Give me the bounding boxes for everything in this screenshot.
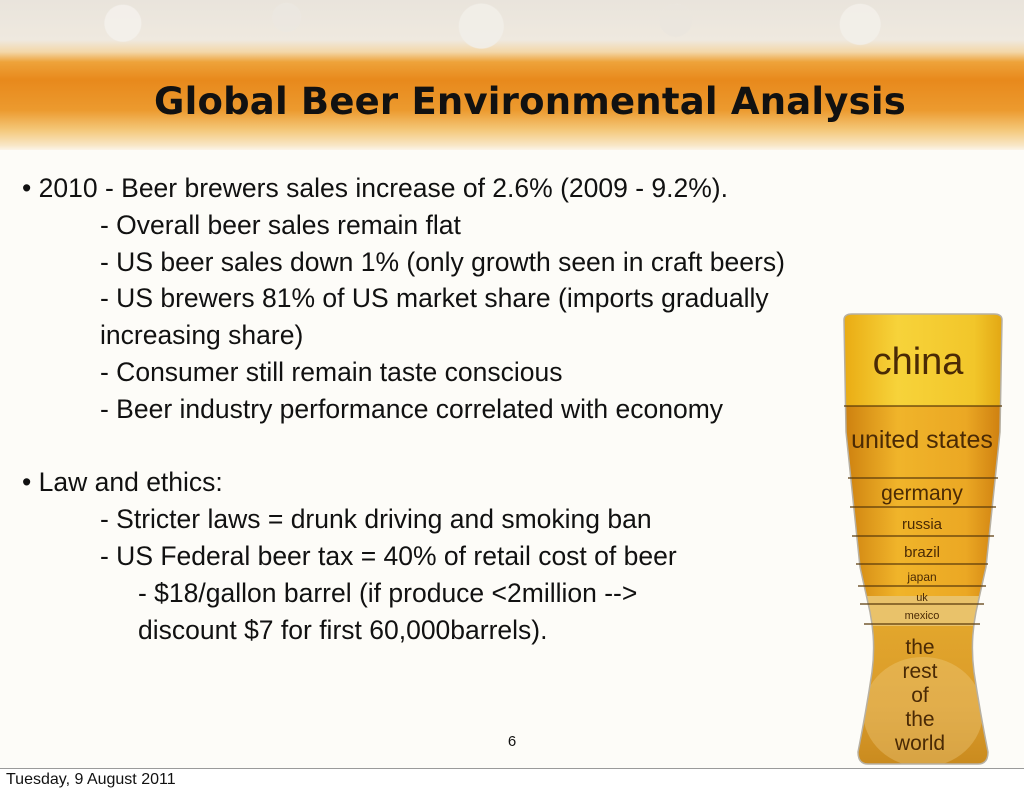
- beer-banner: [0, 0, 1024, 150]
- foam-texture: [0, 0, 1024, 58]
- glass-label-mexico: mexico: [905, 610, 940, 622]
- beer-glass-svg: china united states germany russia brazi…: [843, 313, 1003, 765]
- glass-label-brazil: brazil: [904, 544, 940, 561]
- bullet-line: - US beer sales down 1% (only growth see…: [100, 246, 785, 277]
- glass-segment-china: [844, 314, 1002, 406]
- bullet-line: - Stricter laws = drunk driving and smok…: [100, 504, 652, 535]
- glass-label-japan: japan: [906, 570, 936, 584]
- bullet-line: discount $7 for first 60,000barrels).: [138, 614, 548, 645]
- glass-label-of: of: [911, 684, 929, 707]
- bullet-line: - Consumer still remain taste conscious: [100, 356, 563, 387]
- slide: Global Beer Environmental Analysis • 201…: [0, 0, 1024, 767]
- glass-label-world: world: [894, 732, 945, 755]
- footer-date: Tuesday, 9 August 2011: [6, 771, 176, 788]
- glass-label-the-2: the: [905, 708, 934, 731]
- bullet-line: • Law and ethics:: [22, 467, 223, 498]
- slide-title: Global Beer Environmental Analysis: [154, 80, 906, 123]
- glass-label-rest: rest: [902, 660, 937, 683]
- glass-label-united-states: united states: [851, 426, 993, 454]
- bullet-spacer: [22, 428, 882, 465]
- bullet-line: • 2010 - Beer brewers sales increase of …: [22, 173, 728, 203]
- glass-label-germany: germany: [881, 482, 963, 505]
- slide-body: • 2010 - Beer brewers sales increase of …: [22, 170, 882, 648]
- page-number: 6: [507, 733, 517, 750]
- bullet-line: increasing share): [100, 320, 304, 351]
- glass-label-china: china: [873, 341, 965, 383]
- bullet-line: - Overall beer sales remain flat: [100, 209, 461, 240]
- glass-label-the: the: [905, 636, 934, 659]
- bullet-line: - US brewers 81% of US market share (imp…: [100, 283, 769, 314]
- footer-divider: [0, 768, 1024, 769]
- glass-segment-mid: [844, 478, 1002, 596]
- bullet-line: - $18/gallon barrel (if produce <2millio…: [138, 577, 638, 608]
- bullet-line: - US Federal beer tax = 40% of retail co…: [100, 540, 677, 571]
- glass-label-uk: uk: [916, 592, 928, 604]
- beer-glass-graphic: china united states germany russia brazi…: [838, 312, 1008, 767]
- glass-label-russia: russia: [902, 516, 943, 533]
- bullet-line: - Beer industry performance correlated w…: [100, 393, 724, 424]
- glass-segment-united-states: [844, 406, 1002, 478]
